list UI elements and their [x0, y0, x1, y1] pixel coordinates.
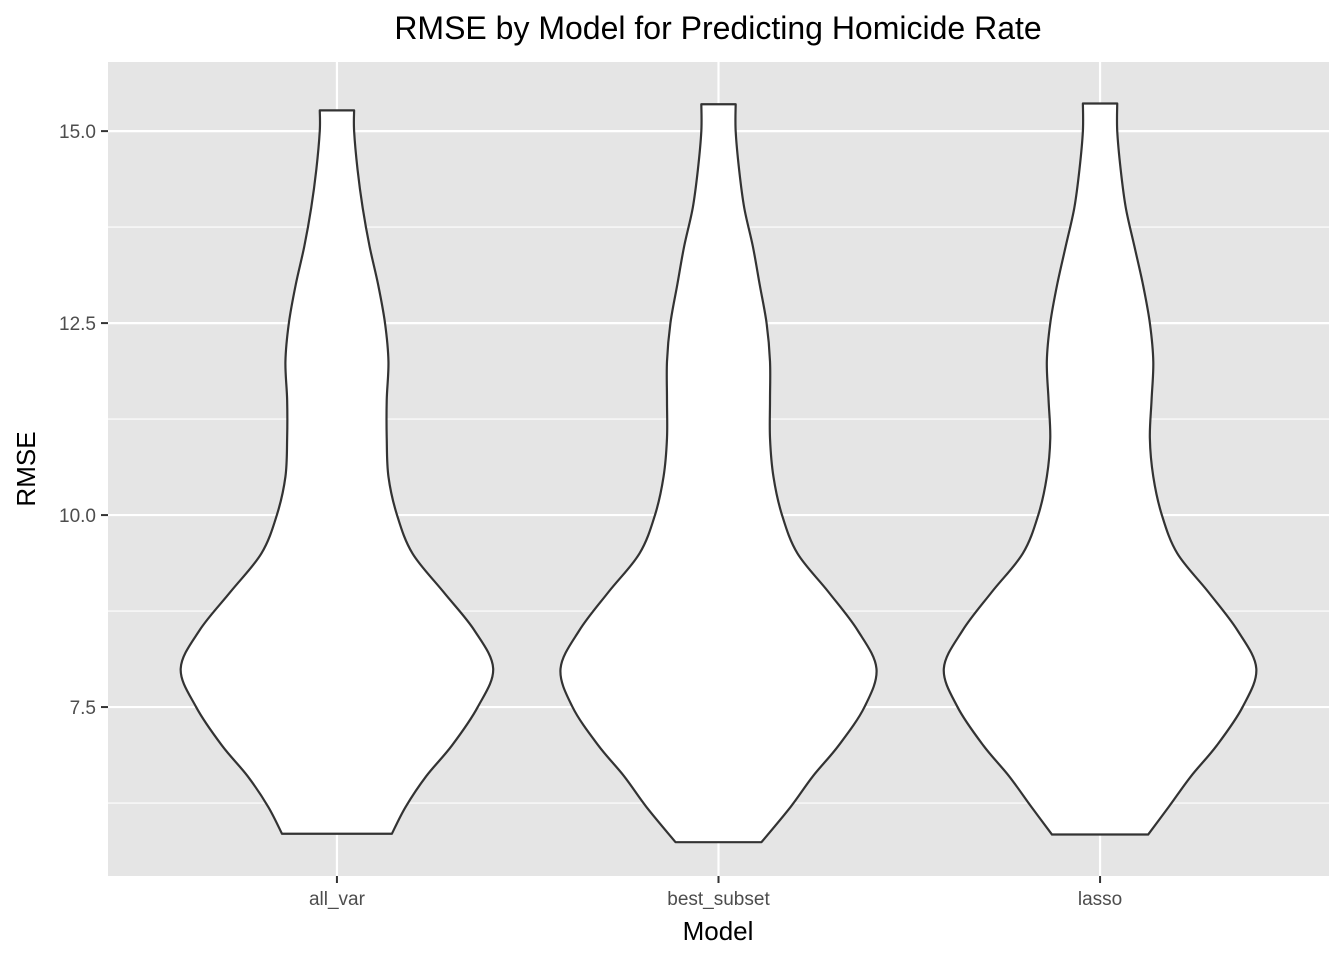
violin-lasso: [942, 102, 1258, 836]
y-tick-label-0: 7.5: [70, 698, 96, 719]
violin-best_subset: [559, 103, 878, 844]
y-axis-title: RMSE: [11, 431, 41, 506]
violin-all_var: [179, 109, 495, 835]
y-axis: 7.5 10.0 12.5 15.0: [59, 122, 108, 719]
x-tick-label-all_var: all_var: [309, 889, 366, 910]
x-axis: all_var best_subset lasso: [309, 876, 1122, 910]
y-tick-label-1: 10.0: [59, 506, 96, 527]
x-tick-label-best_subset: best_subset: [667, 889, 770, 910]
violins-layer: [179, 102, 1258, 844]
x-tick-label-lasso: lasso: [1078, 889, 1122, 910]
y-tick-label-3: 15.0: [59, 122, 96, 143]
y-tick-label-2: 12.5: [59, 314, 96, 335]
x-axis-title: Model: [683, 916, 754, 946]
chart-title: RMSE by Model for Predicting Homicide Ra…: [394, 10, 1041, 46]
